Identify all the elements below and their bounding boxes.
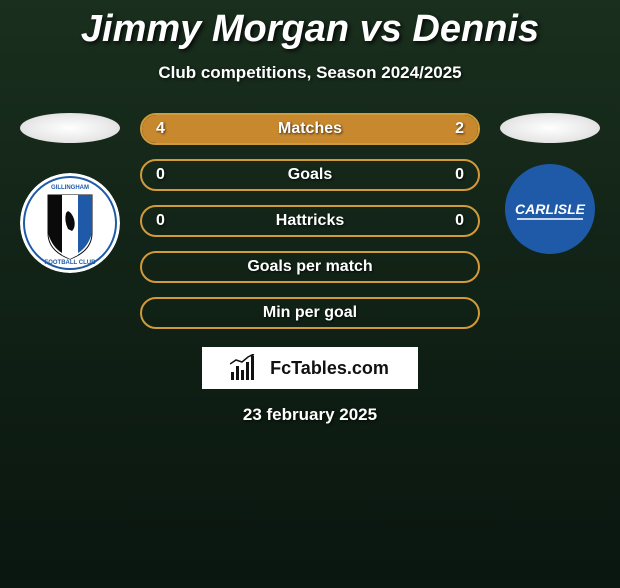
stat-bar-matches: 4 Matches 2 xyxy=(140,113,480,145)
footer-brand-text: FcTables.com xyxy=(270,358,389,379)
stat-bar-goals-per-match: Goals per match xyxy=(140,251,480,283)
right-club-badge: CARLISLE xyxy=(500,159,600,259)
subtitle: Club competitions, Season 2024/2025 xyxy=(0,63,620,83)
right-player-silhouette xyxy=(500,113,600,143)
footer-brand-logo: FcTables.com xyxy=(202,347,418,389)
stat-right-value: 0 xyxy=(455,212,464,230)
stat-bar-min-per-goal: Min per goal xyxy=(140,297,480,329)
svg-text:FOOTBALL CLUB: FOOTBALL CLUB xyxy=(45,260,97,266)
left-club-badge: GILLINGHAM FOOTBALL CLUB xyxy=(20,173,120,273)
stat-bar-hattricks: 0 Hattricks 0 xyxy=(140,205,480,237)
stat-label: Matches xyxy=(278,120,342,138)
svg-text:CARLISLE: CARLISLE xyxy=(515,201,586,217)
right-player-col: CARLISLE xyxy=(490,113,610,259)
stat-left-value: 0 xyxy=(156,166,165,184)
generation-date: 23 february 2025 xyxy=(0,405,620,425)
svg-text:GILLINGHAM: GILLINGHAM xyxy=(51,185,89,191)
comparison-area: GILLINGHAM FOOTBALL CLUB 4 Matches 2 0 Goals… xyxy=(0,113,620,329)
stat-right-value: 2 xyxy=(455,120,464,138)
stat-left-value: 0 xyxy=(156,212,165,230)
stat-label: Hattricks xyxy=(276,212,344,230)
left-player-silhouette xyxy=(20,113,120,143)
page-title: Jimmy Morgan vs Dennis xyxy=(0,8,620,51)
stat-label: Goals per match xyxy=(247,258,372,276)
stat-bar-goals: 0 Goals 0 xyxy=(140,159,480,191)
stat-label: Goals xyxy=(288,166,332,184)
stat-right-value: 0 xyxy=(455,166,464,184)
stat-label: Min per goal xyxy=(263,304,357,322)
stat-left-value: 4 xyxy=(156,120,165,138)
left-player-col: GILLINGHAM FOOTBALL CLUB xyxy=(10,113,130,273)
stats-bars: 4 Matches 2 0 Goals 0 0 Hattricks 0 Goals per mat… xyxy=(140,113,480,329)
